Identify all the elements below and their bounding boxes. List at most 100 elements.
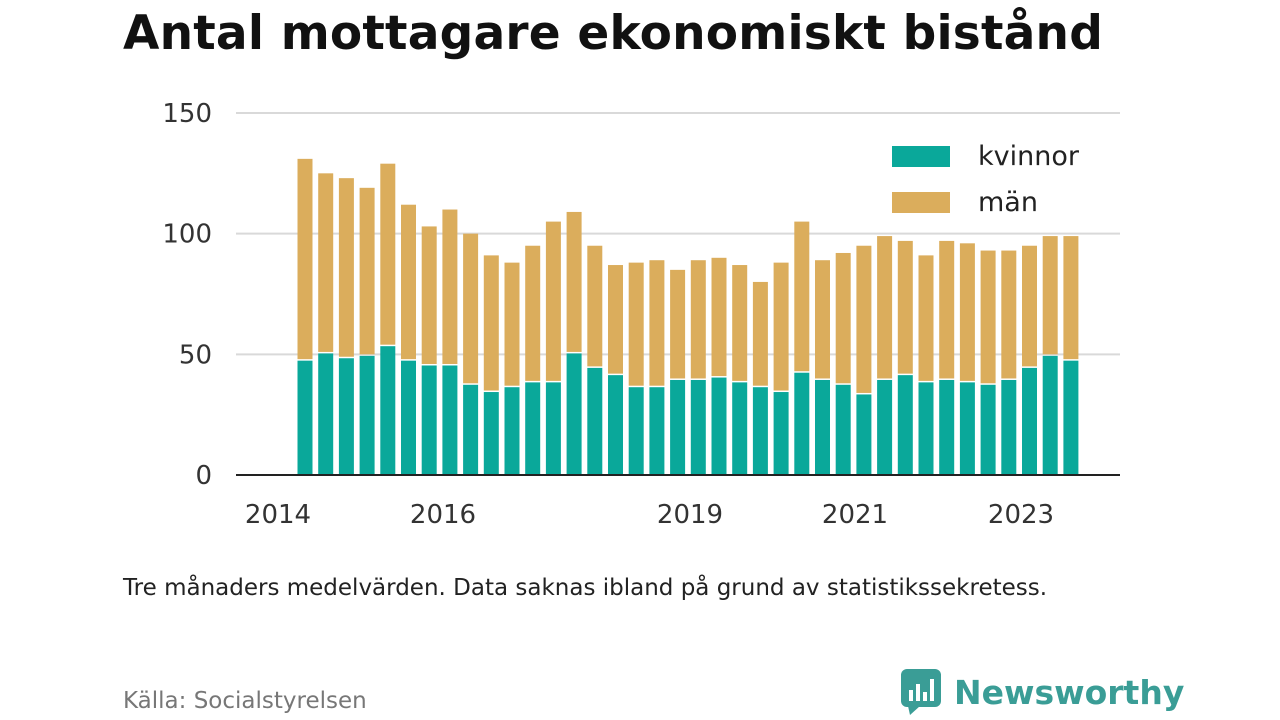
bar-man — [918, 255, 934, 381]
bar-man — [587, 245, 603, 367]
newsworthy-logo-icon — [901, 669, 941, 715]
bar-kvinnor — [877, 379, 893, 475]
bar-man — [939, 240, 955, 379]
bar-man — [359, 187, 375, 355]
legend-swatch — [892, 192, 950, 213]
y-tick-label: 0 — [195, 461, 212, 491]
bar-man — [1022, 245, 1037, 367]
x-tick-label: 2023 — [988, 500, 1054, 530]
bar-kvinnor — [525, 382, 541, 475]
chart-title: Antal mottagare ekonomiskt bistånd — [123, 6, 1104, 61]
chart-note: Tre månaders medelvärden. Data saknas ib… — [123, 575, 1048, 601]
legend-label: kvinnor — [978, 141, 1080, 172]
bar-man — [545, 221, 561, 381]
bar-kvinnor — [359, 355, 375, 475]
bar-man — [566, 211, 582, 352]
bar-man — [856, 245, 872, 393]
bar-man — [752, 281, 768, 386]
bar-kvinnor — [815, 379, 830, 475]
brand-name: Newsworthy — [954, 672, 1185, 712]
bar-man — [380, 163, 396, 345]
bar-man — [877, 236, 893, 379]
bar-man — [690, 260, 706, 379]
bar-kvinnor — [959, 382, 975, 475]
bar-kvinnor — [545, 382, 561, 475]
bar-kvinnor — [608, 375, 623, 475]
brand-logo[interactable]: Newsworthy — [900, 668, 1184, 716]
bar-kvinnor — [711, 377, 727, 475]
bar-man — [463, 233, 479, 384]
x-tick-label: 2016 — [410, 500, 476, 530]
bar-man — [773, 262, 789, 391]
bar-kvinnor — [483, 392, 499, 475]
legend-label: män — [978, 187, 1038, 218]
bar-kvinnor — [1042, 355, 1058, 475]
bar-kvinnor — [401, 360, 416, 475]
bar-kvinnor — [897, 375, 913, 475]
bar-man — [483, 255, 499, 391]
bar-kvinnor — [732, 382, 748, 475]
bar-kvinnor — [670, 379, 686, 475]
bar-man — [815, 260, 830, 379]
bar-man — [835, 252, 851, 384]
bar-kvinnor — [421, 365, 437, 475]
bar-man — [670, 269, 686, 379]
bar-man — [1042, 236, 1058, 355]
bar-kvinnor — [918, 382, 934, 475]
bar-kvinnor — [1022, 367, 1037, 475]
bar-kvinnor — [504, 387, 520, 475]
y-tick-label: 50 — [179, 340, 212, 370]
x-tick-labels: 2014 2016 2019 2021 2023 — [245, 500, 1054, 530]
bar-man — [442, 209, 458, 364]
bar-kvinnor — [318, 353, 334, 475]
x-tick-label: 2019 — [657, 500, 723, 530]
bar-kvinnor — [566, 353, 582, 475]
bar-kvinnor — [297, 360, 313, 475]
bar-kvinnor — [1063, 360, 1079, 475]
y-tick-label: 100 — [162, 220, 212, 250]
x-tick-label: 2014 — [245, 500, 311, 530]
bar-man — [980, 250, 996, 384]
y-tick-label: 150 — [162, 99, 212, 129]
bar-kvinnor — [980, 384, 996, 475]
bar-kvinnor — [939, 379, 955, 475]
bar-man — [297, 158, 313, 360]
bar-man — [649, 260, 665, 386]
bar-man — [1063, 236, 1079, 360]
bar-kvinnor — [690, 379, 706, 475]
bar-kvinnor — [338, 358, 354, 475]
bar-man — [401, 204, 416, 360]
bar-man — [608, 265, 623, 374]
bar-kvinnor — [773, 392, 789, 475]
stacked-bar-chart: 0 50 100 150 2014 2016 2019 2021 2023 kvinnor mä… — [162, 99, 1120, 530]
bar-kvinnor — [587, 367, 603, 475]
bar-man — [628, 262, 644, 386]
bar-kvinnor — [835, 384, 851, 475]
bar-man — [525, 245, 541, 381]
bar-kvinnor — [649, 387, 665, 475]
source-credit: Källa: Socialstyrelsen — [123, 688, 367, 714]
bar-kvinnor — [752, 387, 768, 475]
bar-man — [421, 226, 437, 364]
x-tick-label: 2021 — [822, 500, 888, 530]
bar-man — [711, 257, 727, 377]
bar-kvinnor — [794, 372, 810, 475]
bar-kvinnor — [1001, 379, 1017, 475]
bar-kvinnor — [442, 365, 458, 475]
bar-man — [897, 240, 913, 374]
bar-man — [1001, 250, 1017, 379]
bar-man — [504, 262, 520, 386]
bar-man — [959, 243, 975, 381]
bar-kvinnor — [856, 394, 872, 475]
y-tick-labels: 0 50 100 150 — [162, 99, 212, 491]
bar-man — [338, 178, 354, 357]
bars — [297, 158, 1079, 475]
legend-swatch — [892, 146, 950, 167]
bar-man — [732, 265, 748, 381]
bar-kvinnor — [628, 387, 644, 475]
legend: kvinnor män — [892, 141, 1080, 218]
bar-man — [794, 221, 810, 372]
bar-kvinnor — [463, 384, 479, 475]
bar-kvinnor — [380, 346, 396, 475]
bar-man — [318, 173, 334, 352]
